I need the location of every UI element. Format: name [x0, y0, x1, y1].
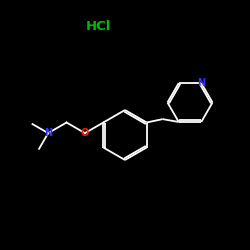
Text: O: O — [81, 128, 89, 138]
Text: N: N — [44, 128, 52, 138]
Text: HCl: HCl — [86, 20, 112, 33]
Text: N: N — [197, 78, 205, 88]
